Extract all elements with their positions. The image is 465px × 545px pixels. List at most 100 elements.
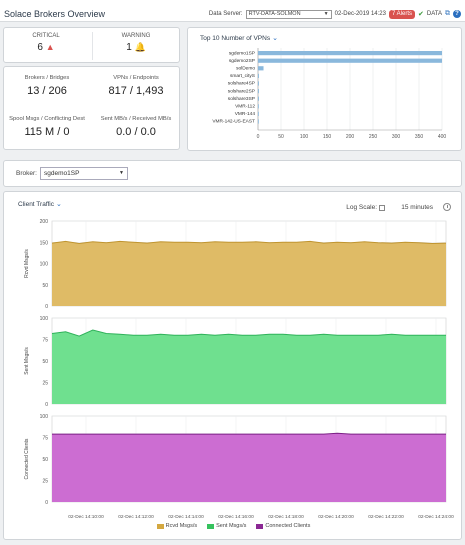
- series-line: [51, 329, 446, 337]
- legend-item[interactable]: Sent Msgs/s: [207, 523, 246, 529]
- x-tick-label: 250: [369, 134, 378, 140]
- top-vpns-panel: Top 10 Number of VPNs ⌄ 0 50 100 150 200 250 30…: [187, 27, 462, 151]
- y-tick-label: 150: [40, 240, 49, 246]
- bar: [258, 89, 259, 94]
- bar: [258, 58, 442, 63]
- stats-panel: Brokers / Bridges 13 / 206 VPNs / Endpoi…: [3, 66, 180, 150]
- sent-stat[interactable]: Sent MB/s / Received MB/s 0.0 / 0.0: [93, 116, 179, 138]
- vpns-label: VPNs / Endpoints: [113, 75, 159, 81]
- help-icon[interactable]: ?: [453, 10, 461, 18]
- y-axis-label: Rcvd Msgs/s: [24, 249, 30, 278]
- x-tick-label: 02-Dec 14:22:00: [368, 514, 404, 520]
- legend-label: Rcvd Msgs/s: [165, 523, 198, 529]
- y-tick-label: 0: [45, 304, 48, 310]
- top-vpns-title[interactable]: Top 10 Number of VPNs ⌄: [200, 34, 278, 42]
- data-server-value: RTV-DATA-SOLMON: [248, 10, 301, 17]
- chevron-down-icon: ⌄: [272, 35, 278, 42]
- category-label: VMR-144: [235, 111, 256, 117]
- legend-label: Sent Msgs/s: [216, 523, 247, 529]
- timestamp: 02-Dec-2019 14:23: [334, 11, 386, 17]
- critical-value: 6: [37, 42, 43, 53]
- external-link-icon[interactable]: ⧉: [445, 10, 450, 17]
- brokers-label: Brokers / Bridges: [24, 75, 70, 81]
- client-traffic-chart: 200 150 100 50 0 Rcvd Msgs/s 100 75 50 25 0 Sent Ms…: [24, 219, 454, 520]
- category-label: VMR-112: [235, 104, 255, 110]
- time-range[interactable]: 15 minutes: [401, 204, 433, 211]
- chevron-down-icon: ▼: [119, 170, 124, 176]
- x-tick-label: 100: [300, 134, 309, 140]
- bar: [258, 66, 264, 71]
- bell-icon: 🔔: [134, 42, 146, 52]
- series-area: [52, 433, 446, 502]
- warning-value: 1: [126, 42, 132, 53]
- divider: [92, 32, 93, 60]
- bar: [258, 111, 259, 116]
- data-server-select[interactable]: RTV-DATA-SOLMON ▼: [245, 9, 332, 19]
- spool-value: 115 M / 0: [24, 126, 70, 138]
- legend-item[interactable]: Connected Clients: [256, 523, 310, 529]
- y-tick-label: 0: [45, 402, 48, 408]
- bar: [258, 81, 259, 86]
- series-line: [52, 432, 446, 435]
- alerts-summary-panel: CRITICAL 6 ▲ WARNING 1 🔔: [3, 27, 180, 63]
- vpns-value: 817 / 1,493: [108, 85, 164, 97]
- bar: [258, 96, 259, 101]
- series-line: [51, 240, 447, 245]
- header-controls: Data Server: RTV-DATA-SOLMON ▼ 02-Dec-20…: [209, 9, 461, 19]
- y-axis-label: Sent Msgs/s: [24, 347, 30, 375]
- brokers-stat[interactable]: Brokers / Bridges 13 / 206: [4, 75, 90, 97]
- category-label: VMR-142-US-EAST: [212, 119, 255, 125]
- vpns-stat[interactable]: VPNs / Endpoints 817 / 1,493: [93, 75, 179, 97]
- bar: [258, 104, 259, 109]
- legend-swatch: [256, 523, 264, 529]
- x-tick-label: 02-Dec 14:18:00: [268, 514, 304, 520]
- y-tick-label: 25: [42, 479, 48, 485]
- page-title: Solace Brokers Overview: [4, 9, 106, 19]
- y-tick-label: 50: [42, 283, 48, 289]
- y-axis-label: Connected Clients: [24, 438, 30, 479]
- data-status-label: DATA: [426, 11, 442, 17]
- client-traffic-title[interactable]: Client Traffic ⌄: [18, 200, 62, 208]
- warning-triangle-icon: ▲: [45, 42, 55, 52]
- x-tick-label: 350: [415, 134, 424, 140]
- top-vpns-chart: 0 50 100 150 200 250 300 350 400 sgdemo1SP sgdemo2…: [212, 48, 447, 140]
- chart-legend: Rcvd Msgs/s Sent Msgs/s Connected Client…: [4, 523, 463, 529]
- client-traffic-panel: Client Traffic ⌄ Log Scale: 15 minutes 20…: [3, 191, 462, 540]
- chevron-down-icon: ⌄: [56, 201, 62, 208]
- y-tick-label: 100: [40, 262, 49, 268]
- x-tick-label: 400: [438, 134, 447, 140]
- data-server-label: Data Server:: [208, 11, 243, 17]
- log-scale-toggle[interactable]: Log Scale:: [346, 204, 385, 211]
- spool-label: Spool Msgs / Conflicting Dest: [9, 116, 85, 122]
- clock-icon[interactable]: [443, 203, 451, 211]
- page-header: Solace Brokers Overview Data Server: RTV…: [0, 0, 465, 22]
- critical-kpi[interactable]: CRITICAL 6 ▲: [6, 33, 86, 53]
- category-label: solshare2SP: [228, 88, 255, 94]
- legend-label: Connected Clients: [265, 523, 311, 529]
- x-tick-label: 02-Dec 14:20:00: [318, 514, 354, 520]
- series-area: [52, 241, 446, 306]
- y-tick-label: 25: [42, 381, 48, 387]
- x-tick-label: 02-Dec 14:12:00: [118, 514, 154, 520]
- y-tick-label: 50: [42, 359, 48, 365]
- sent-value: 0.0 / 0.0: [116, 126, 156, 138]
- x-tick-label: 02-Dec 14:24:00: [418, 514, 454, 520]
- bar: [258, 119, 259, 124]
- x-tick-label: 02-Dec 14:16:00: [218, 514, 254, 520]
- alerts-button[interactable]: 7 Alerts: [388, 9, 415, 19]
- warning-kpi[interactable]: WARNING 1 🔔: [96, 33, 176, 53]
- bar: [258, 73, 259, 78]
- chevron-down-icon: ▼: [323, 10, 329, 17]
- bar: [258, 51, 442, 56]
- top-vpns-title-text: Top 10 Number of VPNs: [200, 35, 271, 42]
- legend-item[interactable]: Rcvd Msgs/s: [156, 523, 198, 529]
- x-tick-label: 300: [392, 134, 401, 140]
- legend-swatch: [156, 523, 164, 529]
- spool-stat[interactable]: Spool Msgs / Conflicting Dest 115 M / 0: [4, 116, 90, 138]
- log-scale-checkbox[interactable]: [379, 204, 385, 211]
- category-label: solshare3SP: [228, 96, 255, 102]
- category-label: solshare4SP: [228, 81, 255, 87]
- category-label: sgdemo2SP: [229, 58, 255, 64]
- broker-select[interactable]: sgdemo1SP ▼: [40, 167, 128, 180]
- sent-label: Sent MB/s / Received MB/s: [100, 116, 172, 122]
